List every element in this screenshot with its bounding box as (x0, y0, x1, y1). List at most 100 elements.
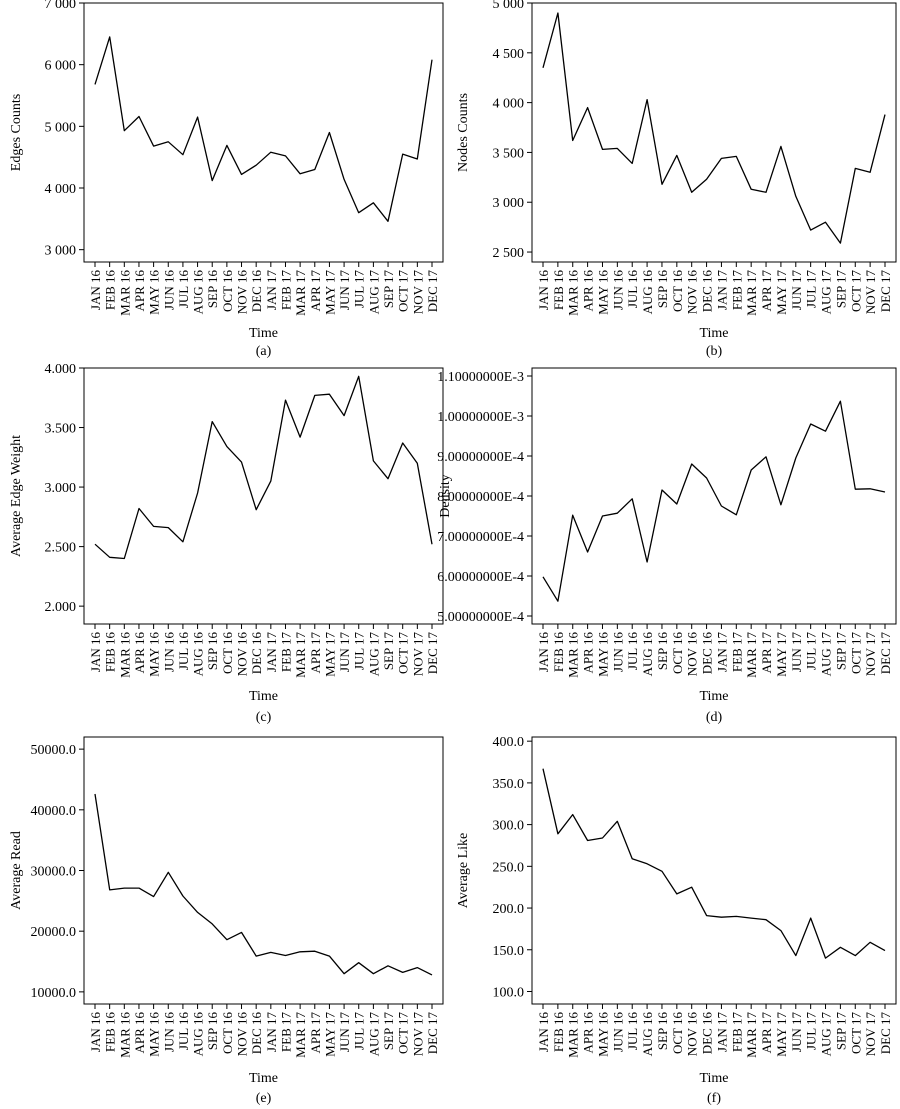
x-tick-label: APR 16 (581, 632, 596, 674)
x-axis-title: Time (249, 1071, 278, 1086)
x-tick-label: APR 17 (308, 1012, 323, 1054)
series-line (94, 375, 433, 560)
x-tick-label: JUN 17 (789, 632, 804, 673)
x-tick-label: JUN 16 (610, 1012, 625, 1053)
x-tick-label: AUG 17 (366, 270, 381, 315)
x-tick-label: FEB 16 (103, 270, 118, 311)
x-tick-label: FEB 17 (278, 1012, 293, 1053)
x-tick-label: DEC 16 (700, 632, 715, 675)
y-tick-label: 50000.0 (31, 743, 77, 758)
x-tick-label: JUN 16 (161, 1012, 176, 1053)
x-tick-label: MAR 16 (566, 632, 581, 678)
y-tick-label: 400.0 (493, 735, 525, 750)
y-tick-label: 3.500 (45, 422, 77, 437)
x-tick-label: APR 17 (308, 270, 323, 312)
x-tick-label: MAR 16 (566, 1012, 581, 1058)
x-tick-label: MAR 17 (744, 1012, 759, 1058)
x-tick-label: OCT 16 (220, 1012, 235, 1055)
x-tick-label: OCT 16 (670, 270, 685, 313)
y-tick-label: 4 500 (493, 47, 525, 62)
x-tick-label: FEB 17 (278, 270, 293, 311)
x-tick-label: MAR 17 (293, 1012, 308, 1058)
x-tick-label: DEC 16 (700, 270, 715, 313)
y-tick-label: 9.00000000E-4 (437, 450, 524, 465)
x-tick-label: AUG 16 (640, 270, 655, 315)
y-tick-label: 2 500 (493, 246, 525, 261)
x-tick-label: DEC 17 (878, 1012, 893, 1055)
x-tick-label: FEB 17 (729, 632, 744, 673)
panel-caption: (a) (256, 344, 272, 359)
x-tick-label: SEP 17 (833, 1012, 848, 1051)
x-tick-label: NOV 17 (863, 632, 878, 677)
plot-frame (83, 2, 444, 263)
x-tick-label: OCT 16 (670, 1012, 685, 1055)
x-tick-label: JUN 17 (337, 270, 352, 311)
x-tick-label: NOV 16 (685, 1012, 700, 1057)
y-tick-label: 4 000 (493, 97, 525, 112)
x-tick-label: MAR 16 (117, 632, 132, 678)
x-tick-label: MAR 16 (117, 1012, 132, 1058)
x-tick-label: JUL 16 (625, 270, 640, 309)
x-tick-label: DEC 17 (425, 1012, 440, 1055)
x-tick-label: DEC 16 (249, 270, 264, 313)
x-tick-label: JUN 16 (610, 632, 625, 673)
x-tick-label: SEP 16 (655, 270, 670, 309)
x-tick-label: JAN 16 (536, 270, 551, 311)
x-tick-label: APR 16 (132, 632, 147, 674)
x-tick-label: AUG 17 (819, 632, 834, 677)
x-tick-label: SEP 17 (381, 270, 396, 309)
x-tick-label: FEB 16 (103, 1012, 118, 1053)
x-tick-label: JUN 17 (337, 632, 352, 673)
panel-caption: (e) (256, 1091, 272, 1106)
x-tick-label: APR 16 (581, 270, 596, 312)
y-tick-label: 200.0 (493, 902, 525, 917)
x-tick-label: FEB 16 (551, 1012, 566, 1053)
x-tick-label: MAR 17 (744, 270, 759, 316)
x-tick-label: JAN 16 (536, 632, 551, 673)
x-tick-label: JAN 17 (264, 1012, 279, 1053)
y-tick-label: 10000.0 (31, 986, 77, 1001)
x-tick-label: JUL 17 (804, 270, 819, 309)
y-axis-title: Average Edge Weight (9, 435, 24, 557)
x-tick-label: OCT 17 (396, 270, 411, 313)
x-axis-title: Time (699, 326, 728, 341)
x-tick-label: SEP 16 (655, 632, 670, 671)
series-line (94, 36, 433, 222)
x-tick-label: FEB 16 (551, 270, 566, 311)
x-tick-label: JUL 16 (176, 1012, 191, 1051)
x-tick-label: FEB 16 (103, 632, 118, 673)
panel-caption: (d) (706, 710, 723, 725)
panel-caption: (b) (706, 344, 723, 359)
chart-panel-6: 100.0 150.0 200.0 250.0 300.0 350.0 400.0 JAN 1… (456, 735, 897, 1106)
x-tick-label: MAY 17 (774, 270, 789, 315)
x-tick-label: MAR 17 (744, 632, 759, 678)
y-tick-label: 3 000 (45, 244, 77, 259)
x-tick-label: AUG 17 (366, 1012, 381, 1057)
x-tick-label: JUL 16 (625, 632, 640, 671)
x-tick-label: JUN 16 (610, 270, 625, 311)
panel-caption: (f) (707, 1091, 721, 1106)
plot-frame (531, 736, 897, 1005)
y-axis-title: Edges Counts (9, 94, 24, 171)
x-tick-label: OCT 17 (848, 632, 863, 675)
y-tick-label: 7.00000000E-4 (437, 530, 524, 545)
x-tick-label: OCT 17 (396, 632, 411, 675)
x-tick-label: DEC 17 (425, 270, 440, 313)
x-tick-label: JUN 16 (161, 270, 176, 311)
plot-frame (83, 736, 444, 1005)
y-tick-label: 5.00000000E-4 (437, 610, 524, 625)
x-tick-label: SEP 16 (655, 1012, 670, 1051)
x-tick-label: SEP 17 (833, 270, 848, 309)
y-tick-label: 6 000 (45, 59, 77, 74)
x-tick-label: OCT 17 (848, 1012, 863, 1055)
x-tick-label: SEP 16 (205, 632, 220, 671)
x-tick-label: AUG 16 (191, 1012, 206, 1057)
x-tick-label: MAY 16 (147, 632, 162, 677)
x-tick-label: APR 16 (581, 1012, 596, 1054)
x-tick-label: APR 16 (132, 270, 147, 312)
y-tick-label: 3 000 (493, 196, 525, 211)
